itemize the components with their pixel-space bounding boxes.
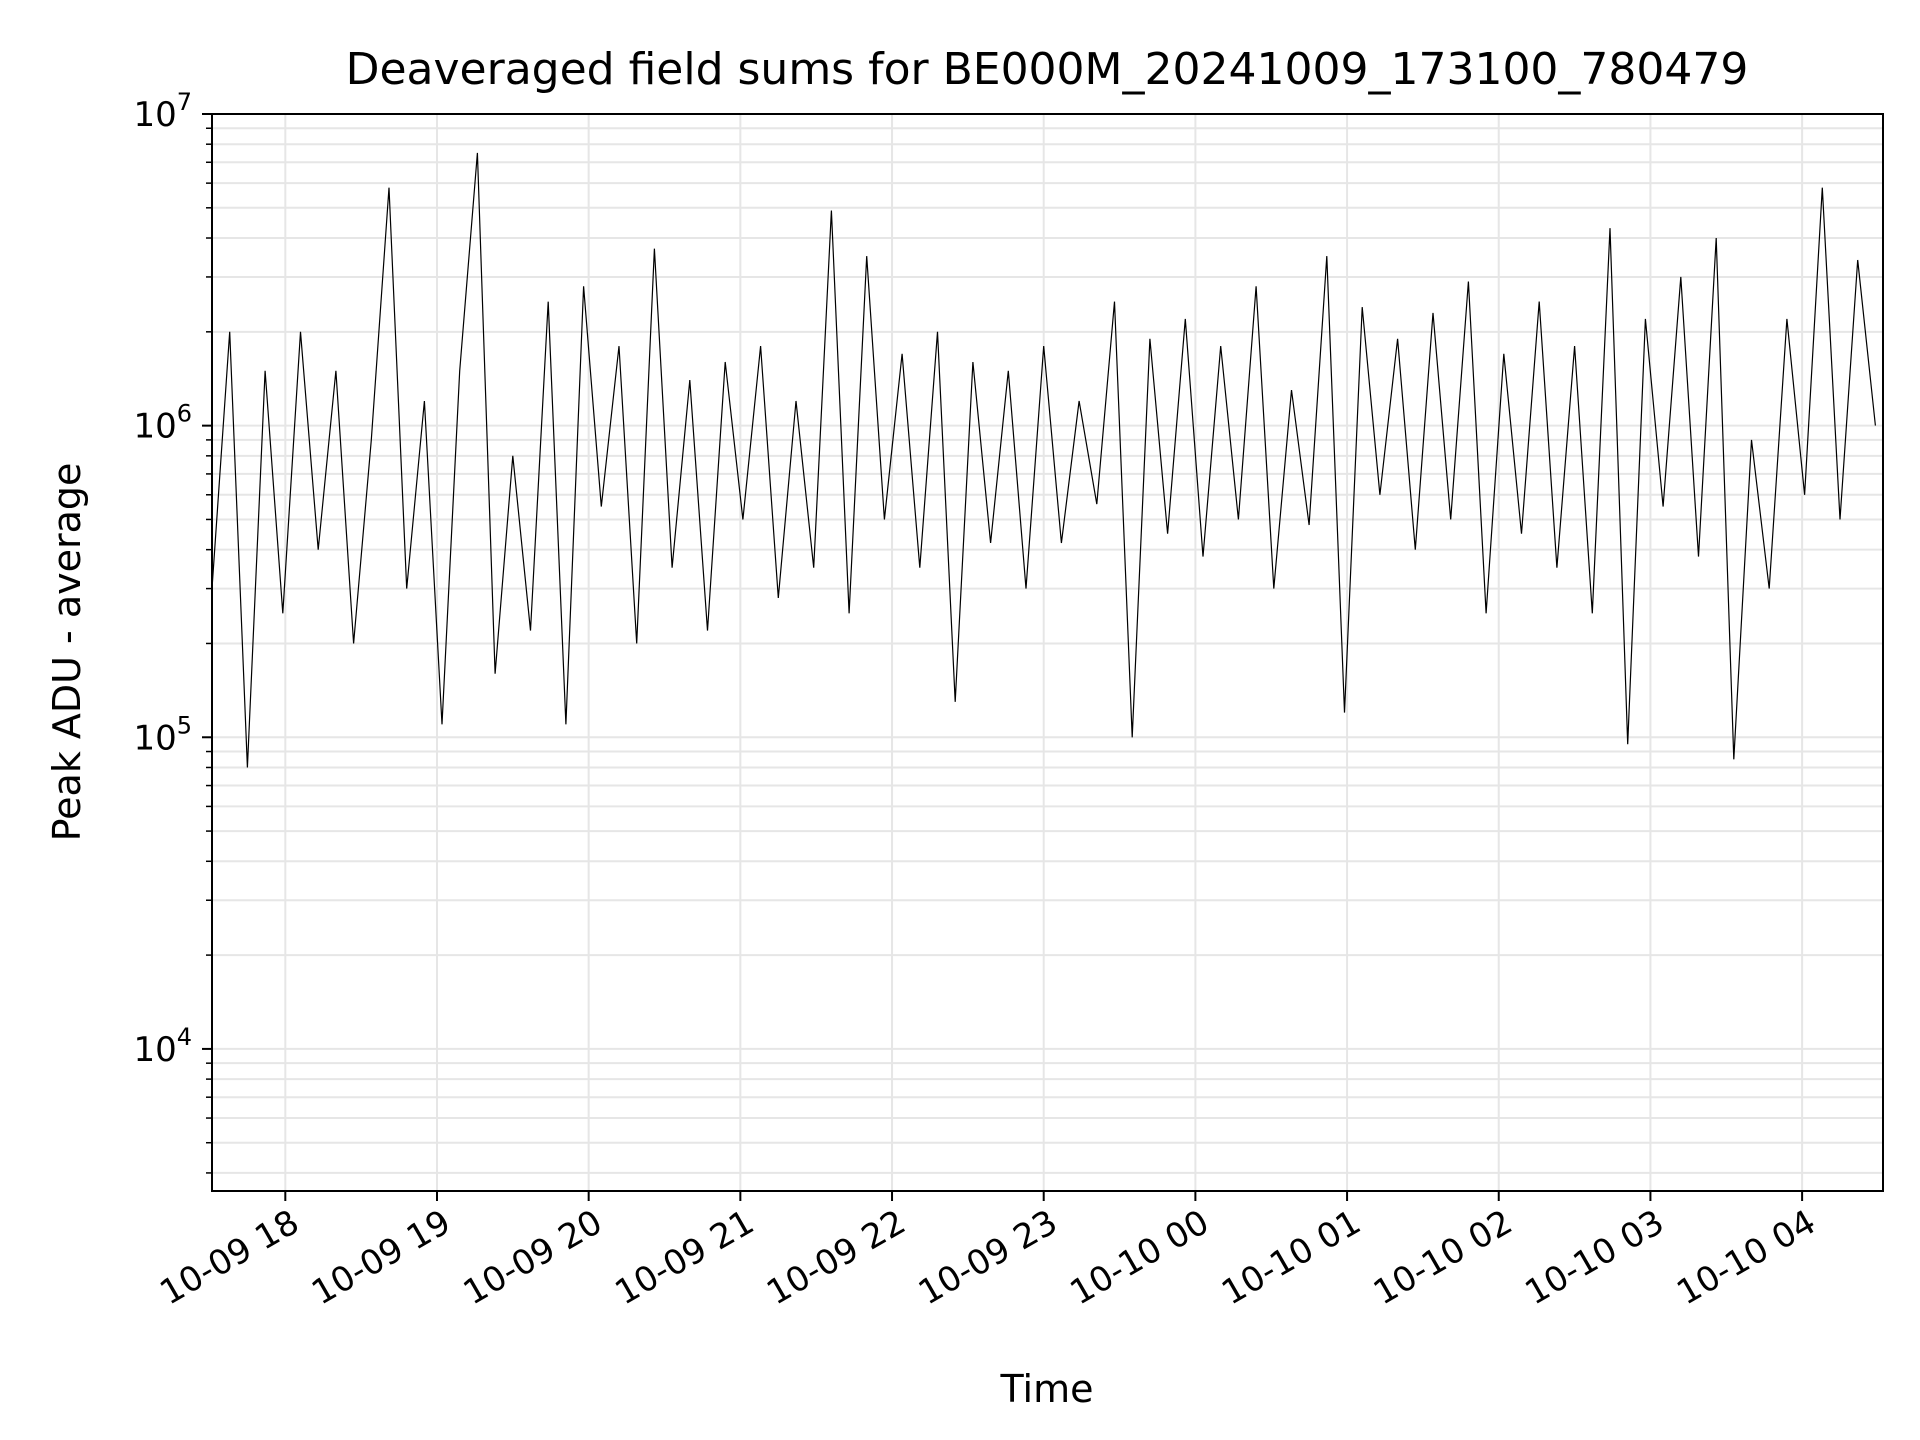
- data-series-line: [211, 152, 1876, 768]
- chart-title: Deaveraged field sums for BE000M_2024100…: [346, 44, 1749, 95]
- y-axis-label: Peak ADU - average: [45, 463, 89, 842]
- grid: [212, 113, 1883, 1191]
- x-axis-label: Time: [1000, 1367, 1094, 1411]
- y-tick-label: 107: [133, 88, 192, 135]
- series-layer: [211, 152, 1876, 768]
- y-tick-label: 104: [133, 1023, 192, 1070]
- plot-frame: [211, 113, 1884, 1192]
- y-tick-label: 106: [133, 400, 192, 447]
- y-tick-label: 105: [133, 711, 192, 758]
